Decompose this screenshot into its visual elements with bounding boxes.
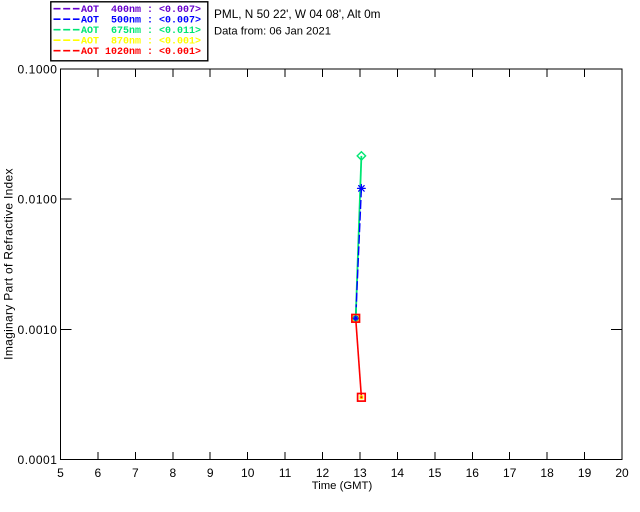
svg-text:20: 20 — [615, 466, 629, 480]
svg-text:6: 6 — [95, 466, 102, 480]
svg-text:AOT 400nm : <0.007>: AOT 400nm : <0.007> — [81, 5, 201, 16]
svg-text:16: 16 — [466, 466, 480, 480]
svg-text:8: 8 — [169, 466, 176, 480]
svg-text:13: 13 — [353, 466, 367, 480]
svg-text:15: 15 — [428, 466, 442, 480]
svg-text:7: 7 — [132, 466, 139, 480]
svg-text:0.1000: 0.1000 — [17, 63, 57, 77]
svg-text:18: 18 — [540, 466, 554, 480]
svg-text:0.0100: 0.0100 — [17, 193, 57, 207]
svg-text:Imaginary Part of Refractive I: Imaginary Part of Refractive Index — [2, 168, 16, 360]
svg-text:AOT 870nm : <0.001>: AOT 870nm : <0.001> — [81, 37, 201, 48]
svg-text:0.0010: 0.0010 — [17, 323, 57, 337]
svg-text:Time (GMT): Time (GMT) — [312, 480, 373, 492]
svg-text:AOT 1020nm : <0.001>: AOT 1020nm : <0.001> — [81, 47, 201, 58]
svg-text:10: 10 — [241, 466, 255, 480]
svg-text:12: 12 — [316, 466, 330, 480]
svg-text:11: 11 — [279, 466, 292, 480]
svg-text:PML, N 50 22', W 04 08', Alt 0: PML, N 50 22', W 04 08', Alt 0m — [214, 7, 381, 21]
svg-text:19: 19 — [578, 466, 592, 480]
svg-text:AOT 500nm : <0.007>: AOT 500nm : <0.007> — [81, 16, 201, 27]
svg-text:9: 9 — [207, 466, 214, 480]
svg-text:AOT 675nm : <0.011>: AOT 675nm : <0.011> — [81, 26, 201, 37]
svg-text:5: 5 — [57, 466, 64, 480]
svg-text:17: 17 — [503, 466, 517, 480]
svg-text:Data from: 06 Jan 2021: Data from: 06 Jan 2021 — [214, 26, 331, 38]
svg-text:0.0001: 0.0001 — [17, 453, 57, 467]
svg-text:14: 14 — [391, 466, 405, 480]
